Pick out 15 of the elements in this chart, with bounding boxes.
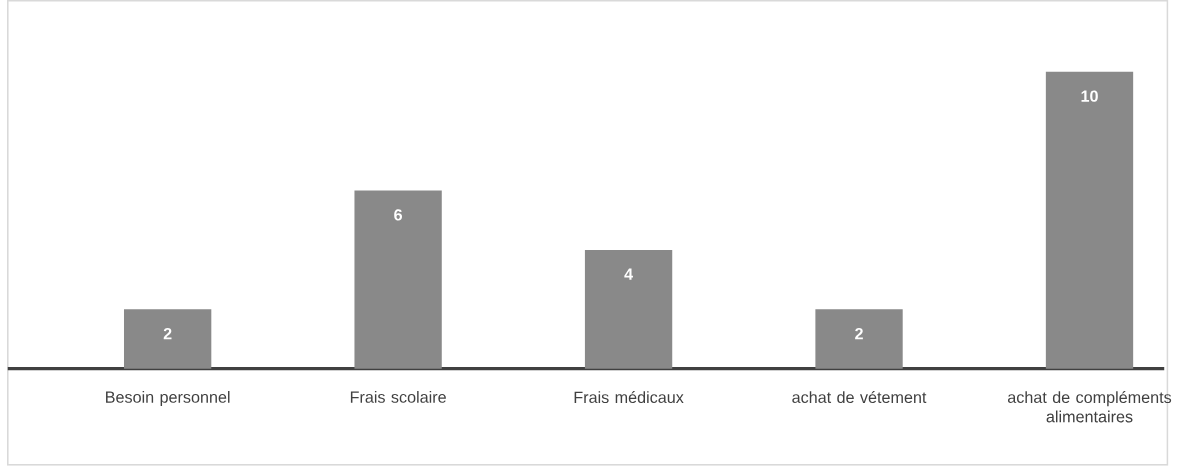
bar — [1045, 71, 1134, 369]
data-label: 6 — [394, 209, 403, 221]
data-label: 4 — [624, 268, 633, 280]
x-tick-label: achat de vétement — [792, 391, 927, 404]
bar — [815, 309, 903, 369]
x-tick-label: Frais scolaire — [350, 391, 446, 403]
x-tick-label: Besoin personnel — [106, 391, 230, 407]
bar — [584, 250, 673, 369]
bar — [354, 190, 442, 369]
data-label: 10 — [1081, 90, 1098, 103]
data-label: 2 — [163, 328, 172, 340]
bar — [123, 309, 212, 369]
x-tick-label: achat de compléments alimentaires — [1007, 391, 1172, 423]
x-tick-label: Frais médicaux — [574, 391, 684, 404]
data-label: 2 — [855, 328, 863, 340]
